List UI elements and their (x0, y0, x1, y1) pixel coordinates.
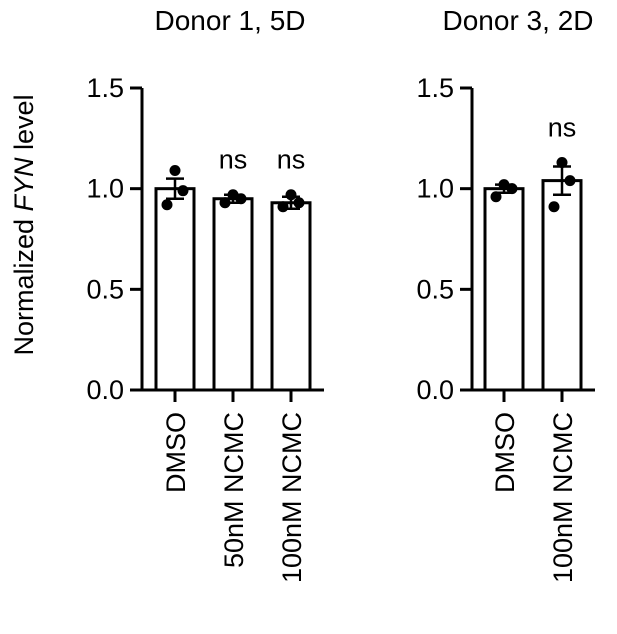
y-axis-label: Normalized FYN level (9, 94, 39, 355)
y-tick-label: 1.5 (416, 73, 454, 103)
data-point (556, 156, 568, 168)
data-point (548, 201, 560, 213)
chart-panel-2: Donor 3, 2D 0.0 0.5 1.0 1.5 DMSO ns 100nM NCMC (416, 5, 595, 583)
y-tick-label: 1.0 (416, 174, 454, 204)
data-point (177, 185, 189, 197)
data-point (498, 179, 510, 191)
bar (270, 201, 312, 392)
y-tick-label: 1.5 (86, 73, 124, 103)
data-point (227, 189, 239, 201)
chart-title: Donor 3, 2D (443, 5, 594, 36)
data-point (293, 197, 305, 209)
data-point (277, 201, 289, 213)
y-tick-label: 1.0 (86, 174, 124, 204)
significance-label: ns (277, 145, 306, 175)
y-tick-label: 0.0 (86, 375, 124, 405)
chart-title: Donor 1, 5D (155, 5, 306, 36)
significance-label: ns (219, 145, 248, 175)
bar (154, 187, 196, 392)
data-point (564, 175, 576, 187)
x-category-label: 100nM NCMC (277, 412, 307, 583)
y-tick-label: 0.5 (416, 274, 454, 304)
data-point (285, 189, 297, 201)
y-tick-label: 0.5 (86, 274, 124, 304)
chart-panel-1: Donor 1, 5D 0.0 0.5 1.0 1.5 DMSO ns 50nM NCMC ns… (9, 5, 324, 583)
significance-label: ns (548, 112, 577, 142)
data-point (490, 191, 502, 203)
y-axis-label-italic: FYN (9, 157, 39, 212)
x-category-label: 100nM NCMC (548, 412, 578, 583)
data-point (161, 199, 173, 211)
y-axis-label-part: level (9, 94, 39, 157)
x-category-label: DMSO (161, 412, 191, 493)
bar (212, 197, 254, 392)
data-point (169, 165, 181, 177)
data-point (219, 197, 231, 209)
x-category-label: 50nM NCMC (219, 412, 249, 568)
y-tick-label: 0.0 (416, 375, 454, 405)
bar (483, 187, 525, 392)
x-category-label: DMSO (490, 412, 520, 493)
bar (541, 179, 583, 392)
y-axis-label-part: Normalized (9, 211, 39, 355)
